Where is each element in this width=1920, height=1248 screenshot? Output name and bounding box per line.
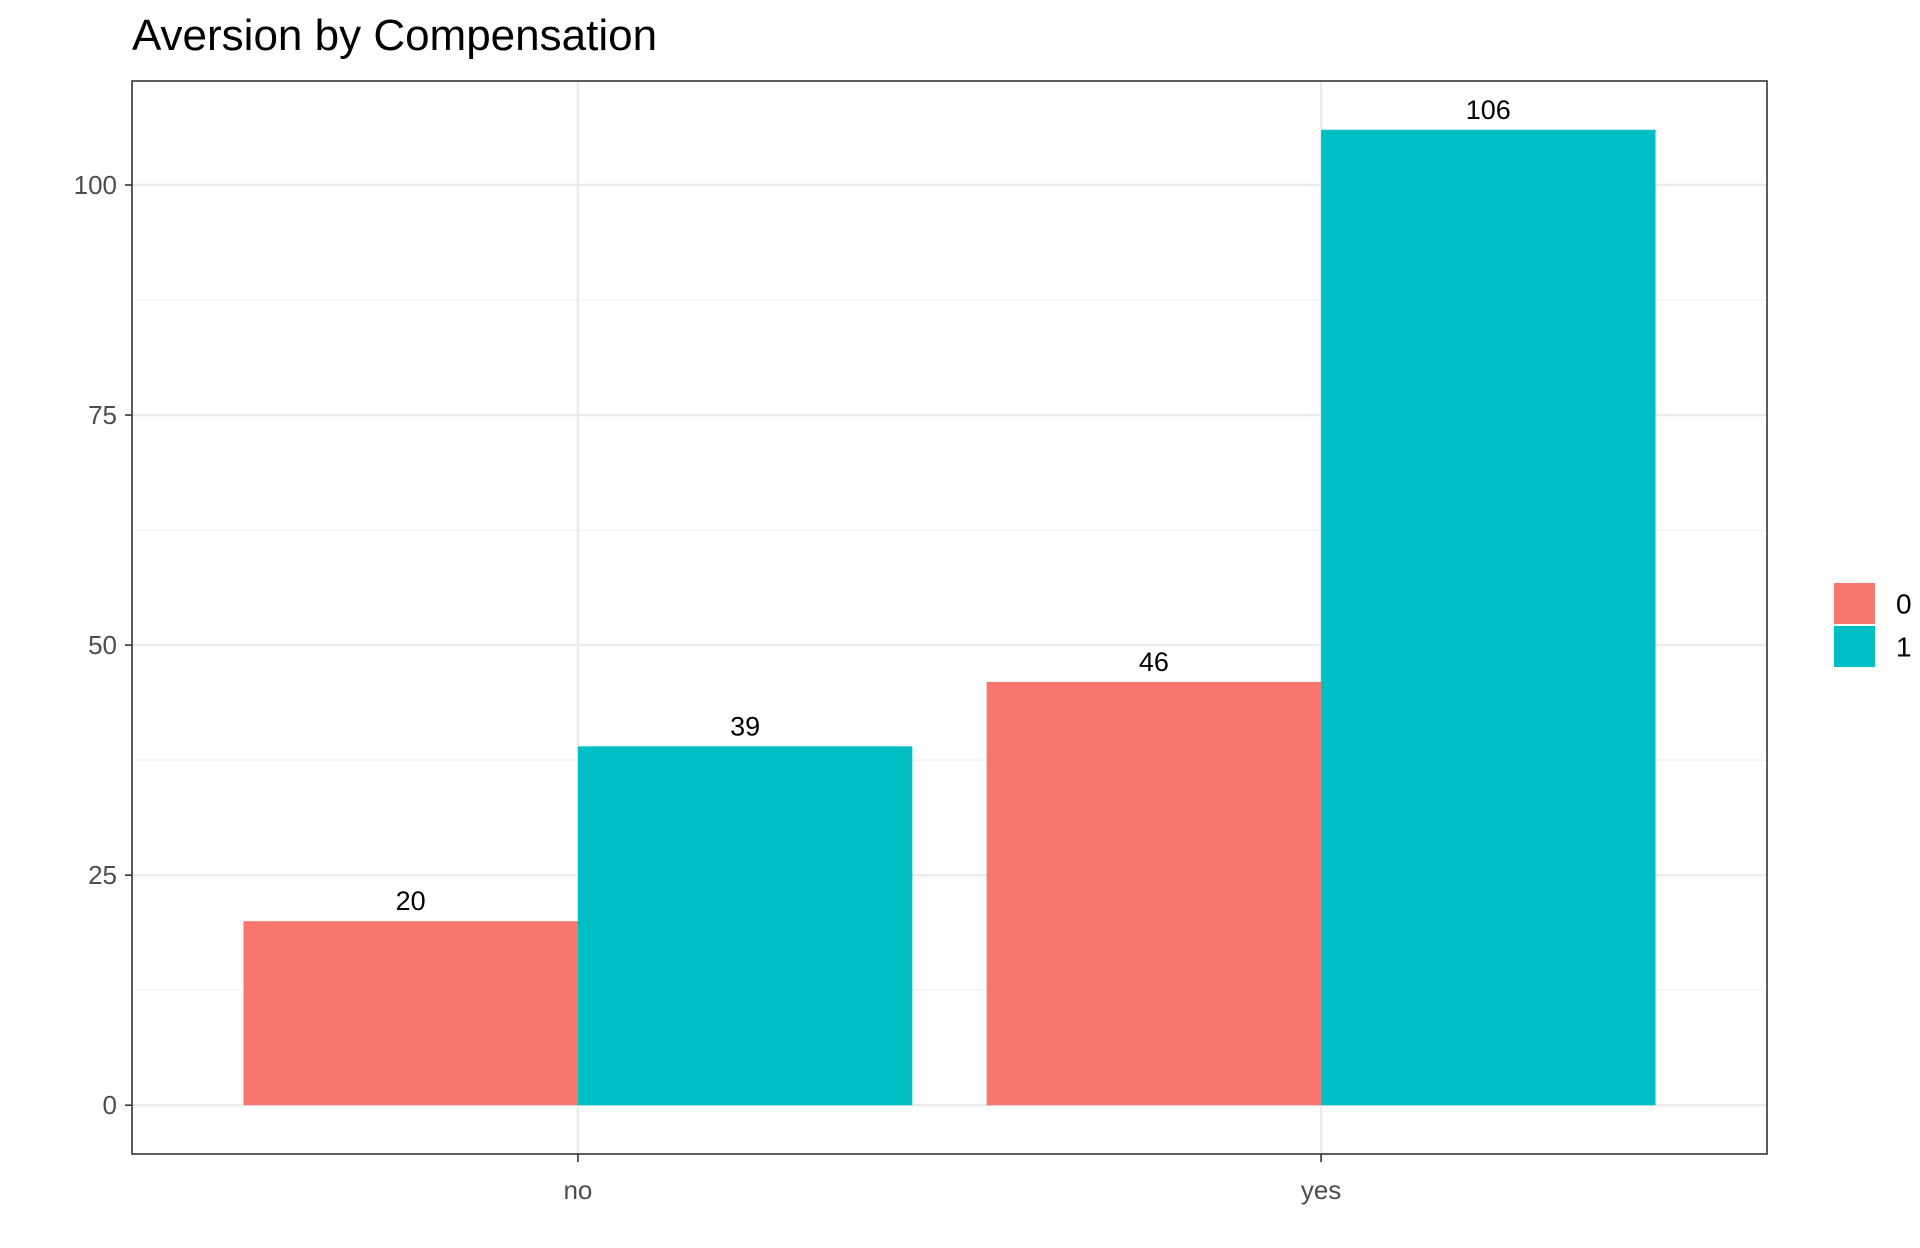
- chart-title: Aversion by Compensation: [132, 11, 657, 60]
- x-tick-label-no: no: [563, 1175, 592, 1205]
- data-labels-layer: 20 39 46 106: [396, 95, 1511, 916]
- x-axis: no yes: [563, 1154, 1341, 1205]
- plot-panel-border: [131, 80, 1768, 1155]
- legend-label-1: 1: [1896, 632, 1912, 663]
- y-tick-label: 75: [88, 400, 117, 430]
- data-label-yes-series-1: 106: [1466, 95, 1511, 125]
- y-tick-label: 100: [74, 170, 117, 200]
- bar-no-series-0: [243, 921, 578, 1106]
- data-label-no-series-1: 39: [730, 711, 760, 741]
- legend: 01: [1834, 583, 1912, 667]
- y-tick-label: 25: [88, 860, 117, 890]
- panel-border-rect: [131, 80, 1768, 1155]
- legend-key-1: [1834, 626, 1875, 667]
- y-tick-label: 0: [103, 1090, 117, 1120]
- bar-yes-series-1: [1321, 129, 1656, 1106]
- y-axis: 0 25 50 75 100: [74, 170, 132, 1120]
- data-label-yes-series-0: 46: [1139, 647, 1169, 677]
- legend-key-0: [1834, 583, 1875, 624]
- legend-label-0: 0: [1896, 589, 1912, 620]
- bars-layer: [243, 129, 1656, 1106]
- bar-yes-series-0: [986, 681, 1322, 1106]
- y-tick-label: 50: [88, 630, 117, 660]
- x-tick-label-yes: yes: [1301, 1175, 1341, 1205]
- bar-no-series-1: [577, 746, 913, 1106]
- data-label-no-series-0: 20: [396, 886, 426, 916]
